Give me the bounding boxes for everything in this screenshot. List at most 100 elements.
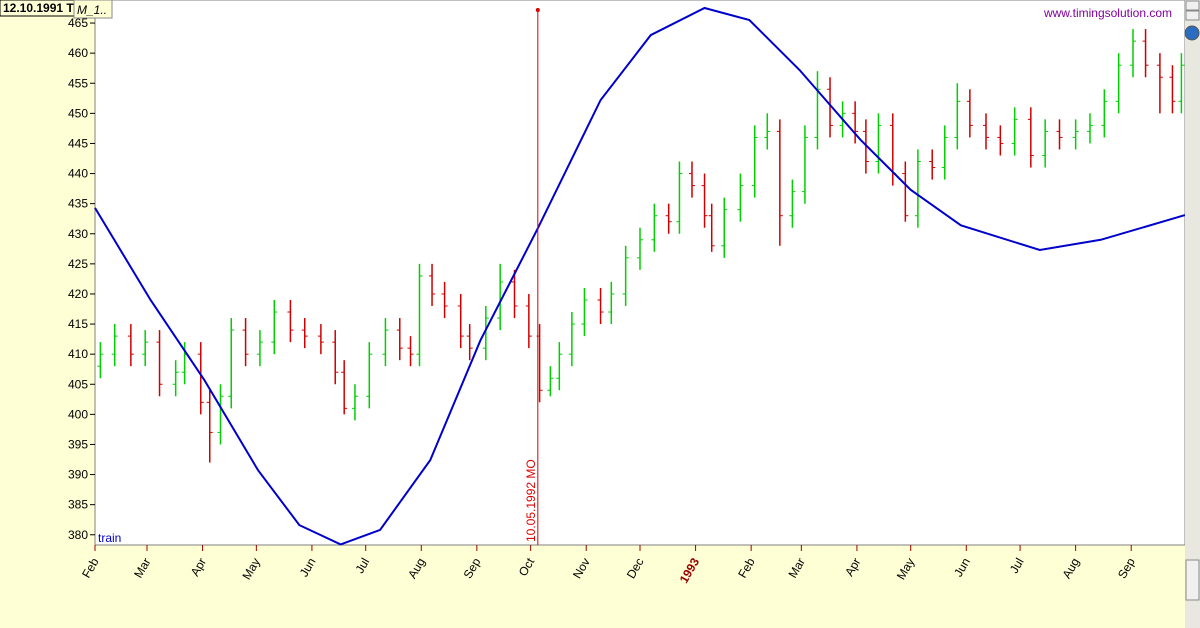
ohlc-bar bbox=[242, 318, 249, 367]
ohlc-bar bbox=[1027, 107, 1034, 168]
ohlc-bar bbox=[1101, 89, 1108, 138]
scrollbar[interactable] bbox=[1185, 0, 1200, 628]
ohlc-bar bbox=[382, 318, 389, 367]
ohlc-bar bbox=[206, 390, 213, 463]
ohlc-bar bbox=[317, 324, 324, 355]
ohlc-bar bbox=[366, 342, 373, 409]
ohlc-bar bbox=[287, 299, 294, 343]
y-tick-label: 405 bbox=[68, 377, 88, 391]
ohlc-bar bbox=[1086, 113, 1093, 144]
ohlc-bar bbox=[556, 342, 563, 391]
y-tick-label: 455 bbox=[68, 76, 88, 90]
ohlc-bar bbox=[441, 281, 448, 319]
ohlc-bar bbox=[1011, 107, 1018, 156]
ohlc-bar bbox=[1130, 29, 1137, 78]
layer: 380 385 390 395 400 405 410 415 420 425 430 435 440 4… bbox=[68, 6, 1186, 586]
ohlc-bar bbox=[1056, 119, 1063, 150]
ohlc-bar bbox=[1072, 119, 1079, 150]
scroll-thumb[interactable] bbox=[1185, 559, 1200, 601]
y-tick-label: 390 bbox=[68, 468, 88, 482]
ohlc-bar bbox=[1115, 53, 1122, 114]
globe-icon[interactable] bbox=[1184, 25, 1200, 41]
ohlc-bar bbox=[581, 287, 588, 337]
y-tick-label: 415 bbox=[68, 317, 88, 331]
model-name: M_1.. bbox=[77, 3, 107, 17]
ohlc-bar bbox=[351, 384, 358, 421]
ohlc-bar bbox=[511, 269, 518, 319]
ohlc-bar bbox=[929, 149, 936, 180]
y-tick-label: 425 bbox=[68, 257, 88, 271]
ohlc-bar bbox=[651, 203, 658, 252]
ohlc-bar bbox=[332, 330, 339, 385]
ohlc-bar bbox=[914, 149, 921, 228]
ohlc-bar bbox=[482, 305, 489, 361]
y-tick-label: 465 bbox=[68, 16, 88, 30]
ohlc-bar bbox=[547, 366, 554, 397]
scroll-down[interactable] bbox=[1185, 10, 1200, 21]
ohlc-bar bbox=[966, 89, 973, 138]
ohlc-bar bbox=[127, 324, 134, 367]
website: www.timingsolution.com bbox=[1043, 6, 1172, 20]
ohlc-bar bbox=[228, 318, 235, 409]
plot-area bbox=[94, 0, 1186, 546]
x-tick-label: Jul bbox=[353, 556, 373, 576]
y-tick-label: 430 bbox=[68, 227, 88, 241]
ohlc-bar bbox=[217, 384, 224, 445]
model-box bbox=[73, 0, 113, 19]
ohlc-bar bbox=[1156, 53, 1163, 114]
ohlc-bar bbox=[416, 263, 423, 367]
ohlc-bar bbox=[997, 125, 1004, 156]
ohlc-bar bbox=[852, 101, 859, 144]
ohlc-bar bbox=[875, 113, 882, 174]
date-box-text: 12.10.1991 TU bbox=[3, 1, 82, 15]
ohlc-bar bbox=[525, 293, 532, 349]
ohlc-bar bbox=[608, 281, 615, 325]
x-tick-label: Jul bbox=[1007, 556, 1027, 576]
ohlc-bar bbox=[497, 263, 504, 331]
ohlc-bar bbox=[827, 77, 834, 138]
y-tick-label: 435 bbox=[68, 197, 88, 211]
ohlc-bar bbox=[1169, 65, 1176, 114]
ohlc-bar bbox=[111, 324, 118, 367]
ohlc-bar bbox=[197, 342, 204, 415]
ohlc-bar bbox=[801, 125, 808, 204]
projection-line bbox=[94, 6, 1186, 546]
ohlc-bar bbox=[429, 263, 436, 306]
ohlc-bar bbox=[156, 330, 163, 397]
ohlc-bar bbox=[751, 125, 758, 198]
ohlc-bar bbox=[1142, 29, 1149, 78]
ohlc-bar bbox=[637, 227, 643, 270]
ohlc-bar bbox=[941, 125, 948, 180]
ohlc-bar bbox=[1178, 53, 1185, 114]
y-tick-label: 440 bbox=[68, 167, 88, 181]
ohlc-bar bbox=[172, 360, 179, 397]
ohlc-bar bbox=[142, 330, 149, 367]
ohlc-bar bbox=[457, 293, 464, 349]
ohlc-bar bbox=[396, 318, 403, 361]
ohlc-bar bbox=[789, 179, 796, 228]
ohlc-bar bbox=[737, 173, 744, 222]
ohlc-bar bbox=[764, 113, 771, 150]
ohlc-bar bbox=[341, 360, 348, 415]
ohlc-bar bbox=[814, 71, 821, 150]
ohlc-bar bbox=[983, 113, 990, 150]
ohlc-bar bbox=[776, 119, 783, 246]
ohlc-bar bbox=[721, 197, 728, 258]
ohlc-bar bbox=[622, 245, 629, 306]
ohlc-bar bbox=[301, 318, 308, 349]
y-tick-label: 450 bbox=[68, 106, 88, 120]
ohlc-bar bbox=[954, 83, 961, 150]
scroll-up[interactable] bbox=[1185, 0, 1200, 11]
ohlc-bar bbox=[665, 203, 672, 234]
ohlc-bar bbox=[97, 342, 104, 379]
y-tick-label: 395 bbox=[68, 437, 88, 451]
ohlc-bar bbox=[1042, 119, 1049, 168]
y-tick-label: 445 bbox=[68, 136, 88, 150]
ohlc-bar bbox=[701, 173, 708, 228]
marker-dot bbox=[535, 8, 540, 12]
ohlc-bar bbox=[271, 299, 278, 355]
marker-label: 10.05.1992 MO bbox=[524, 459, 538, 542]
ohlc-bar bbox=[568, 312, 575, 367]
series-label: train bbox=[98, 531, 121, 545]
